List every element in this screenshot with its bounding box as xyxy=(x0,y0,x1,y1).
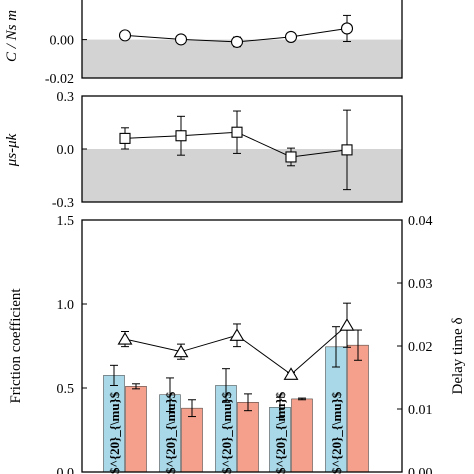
delay-y-tick-label: 0.04 xyxy=(408,214,433,229)
p2-point xyxy=(231,126,243,138)
p2-y-tick-label: 0.0 xyxy=(57,143,75,158)
panel-friction-bars xyxy=(103,326,369,473)
delay-point xyxy=(339,318,355,331)
friction-y-tick-label: 0.5 xyxy=(57,382,75,397)
delay-point xyxy=(173,344,189,358)
delay-y-tick-label: 0.01 xyxy=(408,403,433,418)
panel-static-kinetic-y-ticks: 0.3 0.0 -0.3 xyxy=(52,90,87,211)
panel-friction-y-ticks: 0.0 0.5 1.0 1.5 xyxy=(57,214,87,474)
x-tick-label: $^{20}_{\mu}$ xyxy=(163,391,178,474)
p1-point xyxy=(174,33,188,46)
p2-y-tick-label: 0.3 xyxy=(57,90,75,105)
x-tick-label: $^{20}_{\mu}$ xyxy=(329,391,344,474)
x-tick-label: $^{20}_{\mu}$ xyxy=(273,391,288,474)
p1-point xyxy=(118,29,132,42)
friction-y-axis-label: Friction coefficient xyxy=(8,288,24,404)
bar-series-2 xyxy=(125,386,147,473)
panel-damping-plot xyxy=(118,14,354,48)
panel-damping-negative-shade xyxy=(82,39,402,78)
panel-damping: 0.00 -0.02 C / Ns m xyxy=(4,0,403,87)
panel-static-kinetic-negative-shade xyxy=(82,149,402,202)
panel-static-kinetic-plot xyxy=(119,109,353,191)
x-tick-label: $^{20}_{\mu}$ xyxy=(107,391,122,474)
panel-delay-y-ticks: 0.00 0.01 0.02 0.03 0.04 xyxy=(397,214,433,474)
friction-y-tick-label: 1.0 xyxy=(57,298,75,313)
friction-y-tick-label: 1.5 xyxy=(57,214,75,229)
p2-point xyxy=(341,144,353,156)
x-tick-label: $^{20}_{\mu}$ xyxy=(219,391,234,474)
delay-y-tick-label: 0.02 xyxy=(408,340,433,355)
panel-damping-y-axis-label: C / Ns m xyxy=(4,10,20,62)
p2-point xyxy=(285,151,297,163)
friction-y-tick-label: 0.0 xyxy=(57,466,75,474)
p2-y-tick-label: -0.3 xyxy=(52,196,74,211)
bar-series-2 xyxy=(291,398,313,473)
p2-point xyxy=(175,130,187,142)
panel-damping-frame xyxy=(81,0,403,79)
delay-y-tick-label: 0.00 xyxy=(408,466,433,474)
delay-point xyxy=(229,328,245,341)
panel-static-kinetic: 0.3 0.0 -0.3 μs-μk xyxy=(4,90,403,211)
bar-series-2 xyxy=(181,407,203,473)
delay-y-axis-label: Delay time δ xyxy=(450,317,466,394)
panel-friction-x-ticks: $^{20}_{\mu}$ $^{20}_{\mu}$ $^{20}_{\mu}$ $… xyxy=(107,391,344,474)
bar-series-2 xyxy=(237,402,259,473)
p2-point xyxy=(119,132,131,144)
bar-series-2 xyxy=(347,344,369,473)
p1-point xyxy=(340,22,354,35)
p1-point xyxy=(230,35,244,48)
delay-y-tick-label: 0.03 xyxy=(408,277,433,292)
panel-static-kinetic-y-axis-label: μs-μk xyxy=(4,133,20,167)
delay-point xyxy=(283,367,299,380)
panel-delay-line xyxy=(117,302,355,380)
p1-y-tick-label: -0.02 xyxy=(45,72,74,87)
panel-friction-delay: 0.0 0.5 1.0 1.5 0.00 0.01 0.02 0.03 0.04 $^{20}… xyxy=(8,214,466,474)
panel-damping-y-ticks: 0.00 -0.02 xyxy=(45,34,87,87)
p1-y-tick-label: 0.00 xyxy=(50,34,75,49)
delay-point xyxy=(117,331,133,345)
p1-point xyxy=(284,30,298,43)
